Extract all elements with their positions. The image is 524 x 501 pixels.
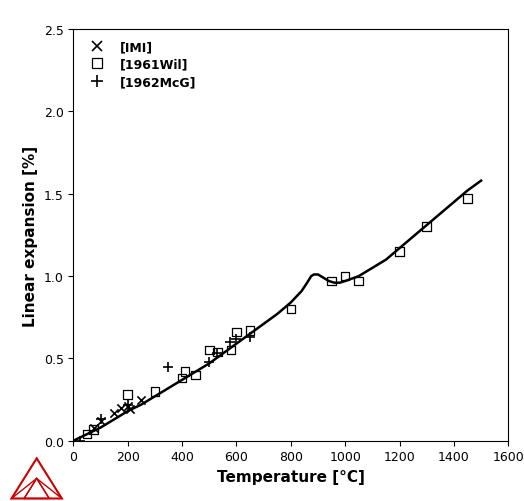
Point — [213, 348, 222, 356]
Point — [213, 350, 222, 358]
Legend: [IMI], [1961Wil], [1962McG]: [IMI], [1961Wil], [1962McG] — [79, 35, 202, 95]
Point — [225, 338, 234, 346]
Point — [205, 347, 213, 355]
Point — [90, 425, 98, 433]
Point — [205, 358, 213, 366]
Point — [181, 368, 189, 376]
Point — [124, 402, 132, 410]
Point — [96, 417, 105, 425]
Point — [463, 195, 472, 203]
Point — [124, 401, 132, 409]
Point — [232, 329, 241, 337]
Point — [110, 409, 118, 417]
Point — [287, 306, 295, 314]
Point — [178, 374, 187, 382]
Point — [246, 327, 254, 335]
Point — [422, 223, 431, 231]
Point — [124, 391, 132, 399]
Point — [191, 371, 200, 379]
Point — [328, 278, 336, 286]
Point — [246, 333, 254, 341]
Point — [76, 437, 84, 445]
Point — [83, 430, 91, 438]
Point — [341, 273, 350, 281]
Point — [151, 388, 159, 396]
Point — [117, 404, 125, 412]
Point — [232, 335, 241, 343]
Point — [227, 347, 235, 355]
Point — [355, 278, 363, 286]
Y-axis label: Linear expansion [%]: Linear expansion [%] — [23, 145, 38, 326]
Point — [126, 406, 135, 414]
X-axis label: Temperature [°C]: Temperature [°C] — [217, 469, 365, 484]
Point — [90, 424, 98, 432]
Point — [395, 248, 403, 256]
Point — [165, 363, 173, 371]
Point — [137, 396, 146, 404]
Point — [96, 415, 105, 423]
